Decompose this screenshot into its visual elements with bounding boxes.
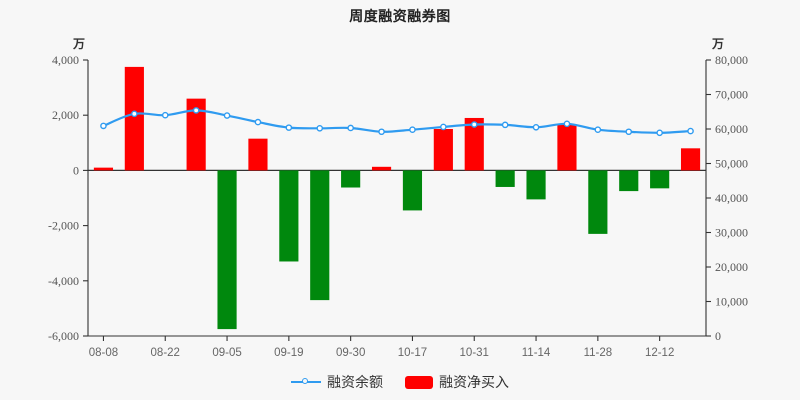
chart-bar <box>588 170 608 234</box>
line-data-point <box>687 127 694 135</box>
right-axis-tick-label: 60,000 <box>715 122 748 136</box>
right-axis-tick-label: 50,000 <box>715 157 748 171</box>
left-axis-tick-label: -6,000 <box>48 329 79 343</box>
line-data-point <box>532 123 540 131</box>
chart-legend: 融资余额 融资净买入 <box>0 372 800 392</box>
x-axis-tick-label: 10-31 <box>460 347 489 359</box>
legend-item-net-buy[interactable]: 融资净买入 <box>405 372 509 392</box>
line-data-point <box>254 118 262 126</box>
right-axis-tick-label: 40,000 <box>715 191 748 205</box>
chart-bar <box>526 170 546 200</box>
chart-bar <box>248 138 268 171</box>
line-data-point <box>100 122 107 130</box>
bar-swatch-icon <box>405 375 433 389</box>
line-data-point <box>409 126 416 133</box>
left-axis-unit: 万 <box>72 37 85 51</box>
chart-bar <box>433 129 453 171</box>
line-marker-icon <box>291 376 321 388</box>
x-axis-tick-label: 10-17 <box>398 347 427 359</box>
right-axis-tick-label: 30,000 <box>715 226 748 240</box>
line-data-point <box>285 124 293 131</box>
left-axis-tick-label: 4,000 <box>52 53 79 67</box>
chart-bar <box>310 170 330 301</box>
line-data-point <box>656 129 663 137</box>
x-axis-tick-label: 11-28 <box>584 347 613 359</box>
right-axis-tick-label: 80,000 <box>715 53 748 67</box>
x-axis-tick-label: 08-22 <box>151 347 180 359</box>
line-data-point <box>192 107 200 114</box>
line-data-point <box>161 111 169 119</box>
line-data-point <box>131 110 138 118</box>
chart-bar <box>93 167 114 171</box>
line-data-point <box>594 126 602 133</box>
x-axis-tick-label: 09-30 <box>336 347 365 359</box>
chart-bar <box>217 170 237 330</box>
chart-title: 周度融资融券图 <box>349 8 451 24</box>
right-axis-tick-label: 0 <box>715 329 721 343</box>
left-axis-tick-label: 2,000 <box>52 108 79 122</box>
legend-label-net-buy: 融资净买入 <box>439 374 509 390</box>
legend-item-balance[interactable]: 融资余额 <box>291 372 383 392</box>
right-axis-tick-label: 70,000 <box>715 88 748 102</box>
legend-label-balance: 融资余额 <box>327 374 383 390</box>
x-axis-tick-label: 09-19 <box>274 347 303 359</box>
line-data-point <box>347 124 354 132</box>
chart-bar <box>619 170 639 192</box>
chart-bar <box>124 66 144 171</box>
left-axis-tick-label: -2,000 <box>48 219 79 233</box>
chart-bar <box>495 170 515 187</box>
chart-bar <box>464 117 484 171</box>
line-data-point <box>470 121 478 128</box>
line-data-point <box>440 123 447 131</box>
right-axis-tick-label: 10,000 <box>715 295 748 309</box>
chart-bar <box>680 148 701 171</box>
line-data-point <box>316 125 324 132</box>
line-data-point <box>563 120 571 128</box>
line-data-point <box>223 112 231 119</box>
x-axis-tick-label: 08-08 <box>89 347 118 359</box>
chart-bar <box>186 98 206 171</box>
left-axis-tick-label: 0 <box>73 163 79 177</box>
right-axis-tick-label: 20,000 <box>715 260 748 274</box>
line-data-point <box>501 121 509 129</box>
chart-bar <box>650 170 670 189</box>
line-data-point <box>378 128 385 136</box>
x-axis-tick-label: 11-14 <box>522 347 551 359</box>
left-axis-tick-label: -4,000 <box>48 274 79 288</box>
line-data-point <box>625 128 633 136</box>
chart-bar <box>557 124 577 171</box>
chart-bar <box>341 170 361 188</box>
x-axis-tick-label: 09-05 <box>212 347 241 359</box>
x-axis-tick-label: 12-12 <box>645 347 674 359</box>
chart-bar <box>279 170 299 262</box>
chart-bar <box>402 170 423 211</box>
right-axis-unit: 万 <box>711 37 724 51</box>
chart-bar <box>371 166 392 171</box>
